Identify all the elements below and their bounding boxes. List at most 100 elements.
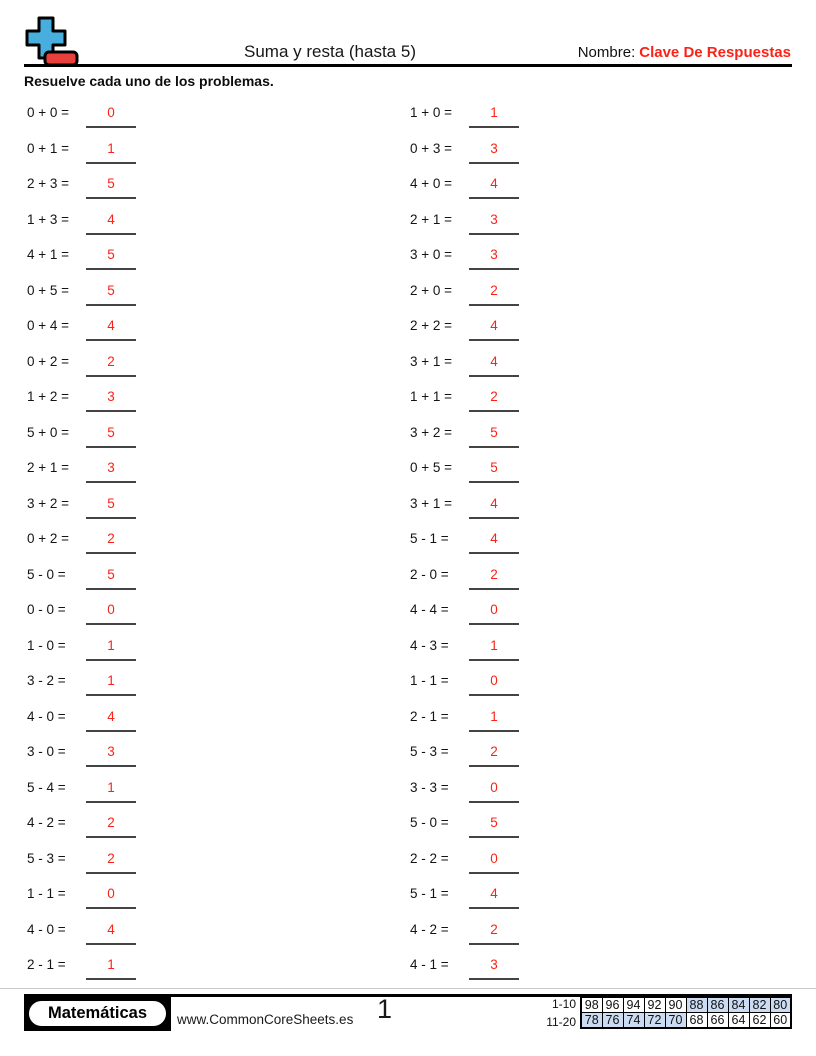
problem-expression: 3 - 0 = (27, 744, 66, 759)
problem-expression: 4 - 0 = (27, 708, 66, 724)
answer-value: 1 (107, 140, 115, 156)
answer-value: 3 (107, 460, 115, 475)
footer-black-divider (24, 994, 792, 997)
answer-blank: 2 (86, 353, 136, 377)
answer-value: 5 (107, 495, 115, 511)
problem-row: 2 - 2 = 0 (410, 842, 770, 878)
problem-row: 2 + 3 = 5 (27, 167, 387, 203)
answer-value: 5 (107, 566, 115, 582)
answer-value: 4 (107, 211, 115, 227)
answer-value: 4 (490, 531, 498, 546)
problem-row: 5 - 0 = 5 (27, 558, 387, 594)
problem-expression: 2 + 1 = (410, 211, 453, 227)
problem-row: 0 + 2 = 2 (27, 522, 387, 558)
score-cell: 72 (643, 1012, 666, 1029)
problem-row: 1 - 0 = 1 (27, 629, 387, 665)
problem-row: 3 - 3 = 0 (410, 771, 770, 807)
answer-value: 5 (107, 424, 115, 440)
problem-expression: 4 - 3 = (410, 637, 449, 653)
problem-row: 1 + 2 = 3 (27, 380, 387, 416)
score-cell: 86 (706, 996, 729, 1013)
problem-expression: 0 + 4 = (27, 318, 70, 333)
answer-value: 1 (490, 105, 498, 120)
answer-blank: 0 (86, 885, 136, 909)
problem-expression: 3 - 2 = (27, 673, 66, 688)
problem-row: 5 - 3 = 2 (410, 735, 770, 771)
answer-blank: 4 (469, 495, 519, 519)
answer-blank: 3 (86, 388, 136, 412)
answer-value: 1 (107, 957, 115, 972)
answer-value: 4 (490, 176, 498, 191)
answer-value: 2 (107, 850, 115, 866)
header-divider (24, 64, 792, 67)
problem-row: 2 + 1 = 3 (410, 203, 770, 239)
answer-blank: 0 (469, 779, 519, 803)
problem-row: 4 - 2 = 2 (27, 806, 387, 842)
answer-blank: 4 (86, 708, 136, 732)
answer-blank: 1 (86, 140, 136, 164)
answer-value: 1 (107, 673, 115, 688)
problem-expression: 2 - 2 = (410, 850, 449, 866)
answer-blank: 3 (469, 246, 519, 270)
answer-blank: 1 (469, 104, 519, 128)
answer-blank: 3 (469, 956, 519, 980)
answer-blank: 4 (86, 317, 136, 341)
footer-gray-divider (0, 988, 816, 989)
answer-blank: 3 (86, 459, 136, 483)
answer-value: 0 (107, 886, 115, 901)
problem-row: 3 + 2 = 5 (27, 487, 387, 523)
problem-row: 0 - 0 = 0 (27, 593, 387, 629)
problem-expression: 0 + 3 = (410, 140, 453, 156)
problem-row: 0 + 5 = 5 (27, 274, 387, 310)
answer-value: 4 (490, 353, 498, 369)
problem-row: 4 - 0 = 4 (27, 913, 387, 949)
answer-blank: 4 (86, 211, 136, 235)
problem-row: 0 + 3 = 3 (410, 132, 770, 168)
answer-value: 1 (490, 637, 498, 653)
score-cell: 62 (748, 1012, 771, 1029)
answer-value: 3 (490, 247, 498, 262)
problem-expression: 2 - 1 = (27, 957, 66, 972)
answer-blank: 5 (469, 424, 519, 448)
score-cell: 70 (664, 1012, 687, 1029)
answer-value: 1 (107, 637, 115, 653)
answer-value: 0 (490, 779, 498, 795)
problem-row: 0 + 0 = 0 (27, 96, 387, 132)
answer-value: 0 (490, 602, 498, 617)
problem-row: 0 + 4 = 4 (27, 309, 387, 345)
brand-badge: Matemáticas (24, 996, 171, 1031)
answer-value: 4 (490, 495, 498, 511)
score-labels: 1-10 11-20 (546, 996, 576, 1031)
problems-column-left: 0 + 0 = 0 0 + 1 = 1 2 + 3 = 5 1 + 3 = 4 4 + 1 = 5… (27, 96, 387, 984)
answer-value: 3 (107, 389, 115, 404)
answer-value: 0 (490, 673, 498, 688)
problem-expression: 0 + 2 = (27, 353, 70, 369)
problem-row: 5 - 3 = 2 (27, 842, 387, 878)
score-cell: 64 (727, 1012, 750, 1029)
answer-blank: 1 (86, 637, 136, 661)
answer-blank: 0 (86, 104, 136, 128)
problem-expression: 2 + 0 = (410, 282, 453, 298)
answer-value: 2 (107, 815, 115, 830)
problem-row: 4 + 0 = 4 (410, 167, 770, 203)
problem-expression: 1 - 1 = (27, 886, 66, 901)
answer-blank: 0 (86, 601, 136, 625)
problem-expression: 4 - 2 = (410, 921, 449, 937)
answer-value: 3 (107, 744, 115, 759)
answer-blank: 5 (86, 495, 136, 519)
score-row-label: 1-10 (551, 997, 576, 1011)
problem-expression: 2 + 3 = (27, 176, 70, 191)
name-label: Nombre: (577, 44, 636, 61)
answer-blank: 1 (86, 672, 136, 696)
answer-value: 2 (490, 921, 498, 937)
name-value: Clave De Respuestas (639, 44, 791, 61)
answer-blank: 5 (86, 424, 136, 448)
problem-row: 4 - 2 = 2 (410, 913, 770, 949)
name-block: Nombre: Clave De Respuestas (578, 44, 791, 61)
answer-value: 2 (490, 566, 498, 582)
problem-row: 3 + 1 = 4 (410, 487, 770, 523)
problem-row: 0 + 5 = 5 (410, 451, 770, 487)
answer-value: 4 (490, 886, 498, 901)
problem-expression: 4 - 2 = (27, 815, 66, 830)
answer-value: 4 (490, 318, 498, 333)
